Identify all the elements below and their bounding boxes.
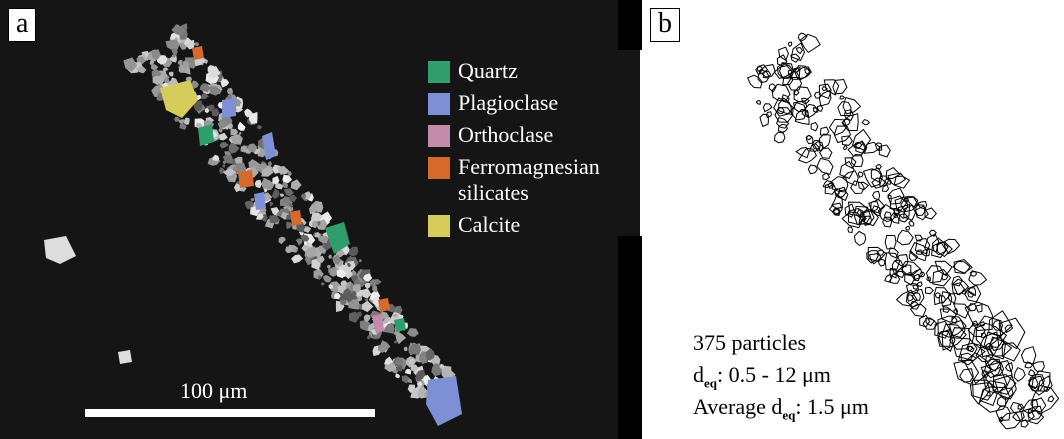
particle-outline — [829, 119, 846, 135]
particle-outline — [774, 98, 794, 116]
particle-outline — [853, 130, 871, 151]
particle-outline — [879, 145, 890, 157]
average-prefix: Average d — [693, 394, 782, 419]
particle-outline — [930, 230, 937, 236]
range-text: : 0.5 - 12 μm — [717, 362, 831, 387]
particle-outline — [796, 48, 802, 54]
legend-label: Calcite — [458, 212, 638, 238]
scale-bar-label: 100 μm — [180, 378, 247, 404]
plagioclase-grain — [222, 98, 236, 118]
particle-outline — [811, 123, 818, 131]
particle-outline — [842, 171, 858, 186]
size-range: deq: 0.5 - 12 μm — [693, 362, 831, 391]
particle-outline — [969, 271, 987, 285]
particle-outline — [885, 275, 892, 283]
average-text: : 1.5 μm — [795, 394, 869, 419]
particle-outline — [798, 33, 807, 41]
particle-outline — [906, 226, 910, 230]
particle-outline — [976, 305, 982, 313]
image-edge — [618, 236, 642, 439]
legend: Quartz Plagioclase Orthoclase Ferromagnesia… — [428, 58, 638, 244]
particle-outline — [1048, 396, 1054, 402]
figure: a b Quartz Plagioclase Orthoclase Ferromagn… — [0, 0, 1064, 439]
particle-outline — [925, 208, 936, 219]
legend-item: Quartz — [428, 58, 638, 84]
particle-outline — [897, 230, 913, 245]
panel-label: a — [8, 8, 36, 42]
particle-outline — [775, 132, 785, 143]
particle-outline — [777, 108, 784, 114]
particle-outline — [1029, 370, 1035, 376]
particle-outline — [843, 146, 847, 150]
particle-outline — [944, 239, 960, 254]
particle-outline — [819, 90, 831, 106]
ferromagnesian-grain — [290, 210, 302, 226]
subscript: eq — [782, 407, 795, 422]
particle-outline — [848, 227, 853, 233]
legend-label: Ferromagnesian silicates — [458, 154, 638, 206]
particle-outline — [858, 172, 863, 177]
legend-label: Orthoclase — [458, 122, 638, 148]
legend-item: Orthoclase — [428, 122, 638, 148]
legend-swatch — [428, 61, 450, 83]
subscript: eq — [704, 375, 717, 390]
particle-outline — [909, 221, 914, 226]
particle-outline — [1033, 362, 1045, 372]
particle-outline — [970, 272, 976, 277]
particle-outline — [997, 397, 1006, 407]
particle-outline — [824, 80, 838, 95]
particle-outline — [925, 287, 933, 293]
particle-outline — [820, 134, 831, 148]
average-size: Average deq: 1.5 μm — [693, 394, 869, 423]
particle-outline — [778, 124, 787, 132]
isolated-grain — [118, 350, 132, 364]
particle-outline — [862, 120, 869, 125]
plagioclase-grain — [254, 192, 266, 210]
legend-swatch — [428, 157, 450, 179]
legend-label: Quartz — [458, 58, 638, 84]
particle-outline — [878, 259, 885, 266]
symbol: d — [693, 362, 704, 387]
ferromagnesian-grain — [238, 170, 254, 188]
ferromagnesian-grain — [378, 298, 390, 312]
particle-outline — [756, 101, 760, 105]
particle-outline — [808, 165, 817, 174]
particle-count: 375 particles — [693, 330, 806, 356]
legend-item: Ferromagnesian silicates — [428, 154, 638, 206]
ferromagnesian-grain — [192, 46, 204, 60]
legend-swatch — [428, 125, 450, 147]
particle-outline — [805, 69, 810, 75]
particle-outline — [943, 307, 950, 313]
particle-outline — [1032, 398, 1046, 412]
particle-outline — [796, 148, 809, 158]
particle-outline — [779, 47, 789, 60]
legend-swatch — [428, 215, 450, 237]
particle-outline — [840, 162, 854, 179]
particle-outline — [915, 235, 922, 241]
legend-item: Calcite — [428, 212, 638, 238]
particle-outline — [885, 235, 896, 249]
image-edge — [618, 0, 642, 50]
particle-outline — [854, 231, 865, 245]
particle-outline — [833, 80, 847, 94]
particle-outline — [873, 191, 880, 199]
quartz-grain — [394, 318, 406, 332]
particle-outline — [1014, 368, 1025, 382]
particle-outline — [817, 158, 833, 174]
particle-outline — [1022, 347, 1036, 364]
particle-outline — [840, 96, 844, 99]
particle-outline — [1011, 402, 1022, 412]
legend-item: Plagioclase — [428, 90, 638, 116]
legend-swatch — [428, 93, 450, 115]
scale-bar — [85, 409, 375, 417]
particle-outline — [788, 42, 791, 46]
legend-label: Plagioclase — [458, 90, 638, 116]
particle-outline — [986, 392, 990, 396]
panel-label: b — [650, 8, 680, 42]
particle-outline — [763, 104, 771, 112]
